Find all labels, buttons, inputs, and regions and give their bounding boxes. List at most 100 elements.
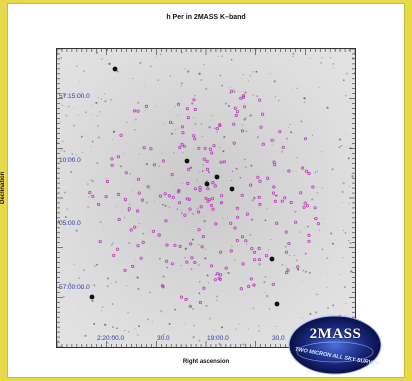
background-star (346, 133, 348, 135)
cluster-marker (240, 129, 244, 133)
background-star (142, 232, 145, 235)
cluster-marker (307, 239, 311, 243)
cluster-marker (110, 163, 114, 167)
cluster-marker (192, 98, 196, 102)
background-star (207, 275, 209, 277)
background-star (80, 91, 82, 93)
dec-tick-label: 05:00.0 (59, 220, 81, 227)
cluster-marker (116, 155, 121, 159)
cluster-marker (272, 160, 276, 164)
background-star (285, 265, 288, 267)
background-star (286, 137, 288, 140)
background-star (71, 158, 74, 160)
background-star (256, 95, 259, 97)
cluster-marker (186, 116, 190, 120)
background-star (317, 170, 318, 172)
cluster-marker (271, 191, 276, 195)
background-star (235, 328, 237, 330)
background-star (247, 80, 249, 82)
background-star (176, 208, 178, 210)
cluster-marker (259, 125, 263, 129)
cluster-marker (165, 259, 169, 263)
background-star (316, 192, 319, 194)
background-star (111, 303, 114, 305)
cluster-marker (270, 138, 274, 142)
cluster-marker (261, 142, 265, 146)
background-star (250, 218, 254, 221)
background-star (180, 209, 182, 211)
background-star (343, 79, 345, 81)
background-star (182, 152, 184, 154)
cluster-marker (286, 268, 290, 272)
cluster-marker (116, 192, 121, 196)
cluster-marker (205, 159, 209, 163)
figure-title: h Per in 2MASS K–band (166, 14, 246, 21)
background-star (264, 291, 266, 293)
background-star (296, 157, 298, 159)
background-star (80, 135, 83, 138)
cluster-marker (249, 277, 253, 281)
background-star (144, 109, 146, 111)
cluster-marker (189, 242, 193, 246)
background-star (316, 293, 318, 296)
background-star (249, 233, 252, 237)
cluster-marker (164, 219, 168, 223)
cluster-marker (218, 123, 222, 127)
background-star (221, 84, 223, 87)
cluster-marker (190, 256, 194, 260)
background-star (321, 151, 323, 153)
cluster-marker (284, 230, 288, 234)
background-star (138, 222, 140, 225)
dec-tick-label: 10:00.0 (59, 157, 81, 164)
background-star (75, 154, 77, 156)
background-star (200, 79, 203, 81)
background-star (115, 281, 117, 283)
background-star (116, 70, 119, 73)
background-star (241, 78, 243, 80)
background-star (174, 105, 176, 108)
background-star (194, 122, 197, 125)
background-star (161, 152, 163, 154)
background-star (174, 128, 177, 131)
background-star (296, 268, 300, 271)
background-star (101, 306, 104, 308)
background-star (300, 120, 303, 123)
background-star (157, 79, 160, 82)
cluster-marker (110, 157, 114, 161)
background-star (312, 288, 314, 290)
background-star (348, 186, 350, 188)
cluster-marker (146, 185, 150, 189)
background-star (99, 221, 102, 224)
background-star (91, 104, 93, 107)
background-star (192, 336, 195, 339)
background-star (208, 126, 211, 129)
background-star (159, 257, 161, 260)
cluster-marker (214, 222, 218, 226)
background-star (143, 85, 145, 87)
background-star (304, 270, 307, 273)
background-star (250, 164, 253, 167)
background-star (244, 91, 247, 94)
background-star (268, 178, 271, 180)
background-star (105, 177, 108, 179)
background-star (194, 94, 196, 97)
dec-tick-label: 57:00:00.0 (59, 284, 90, 291)
background-star (111, 244, 113, 246)
background-star (253, 196, 256, 199)
background-star (149, 291, 151, 294)
background-star (213, 174, 215, 176)
background-star (132, 189, 134, 191)
cluster-marker (241, 94, 246, 98)
background-star (96, 114, 99, 117)
cluster-marker (289, 200, 293, 205)
background-star (256, 136, 259, 139)
background-star (304, 227, 306, 229)
background-star (57, 193, 58, 195)
background-star (180, 85, 183, 87)
cluster-marker (210, 151, 214, 155)
ra-tick-label: 30.0 (272, 335, 285, 342)
background-star (93, 322, 96, 325)
background-star (348, 239, 350, 242)
background-star (339, 273, 341, 275)
background-star (290, 131, 293, 134)
